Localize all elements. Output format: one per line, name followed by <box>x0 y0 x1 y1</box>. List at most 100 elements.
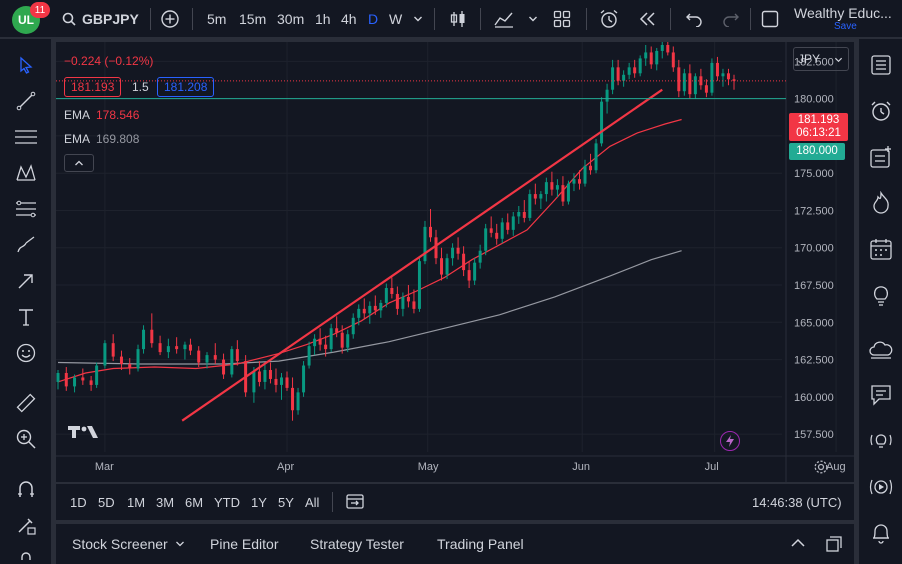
indicators-button[interactable] <box>493 0 515 38</box>
candle <box>688 64 692 99</box>
candle <box>594 138 598 174</box>
chart-type-button[interactable] <box>448 0 468 38</box>
candle <box>583 159 587 187</box>
streams-button[interactable] <box>867 473 895 501</box>
account-name[interactable]: Wealthy Educ... <box>794 5 892 21</box>
object-tree-button[interactable] <box>867 143 895 171</box>
candle <box>373 295 377 315</box>
events-button[interactable] <box>720 431 740 451</box>
ema-fast-label[interactable]: EMA <box>64 108 91 122</box>
chats-button[interactable] <box>867 381 895 409</box>
hotlists-button[interactable] <box>867 189 895 217</box>
cursor-tool[interactable] <box>12 51 40 79</box>
chevron-down-icon[interactable] <box>175 540 185 548</box>
replay-button[interactable] <box>638 0 658 38</box>
candle <box>600 97 604 147</box>
edit-drawings-tool[interactable] <box>12 511 40 539</box>
candle-body <box>324 344 328 350</box>
redo-button[interactable] <box>722 0 740 38</box>
range-3m[interactable]: 3M <box>156 494 175 510</box>
calendar-button[interactable] <box>867 235 895 263</box>
news-button[interactable] <box>867 335 895 363</box>
y-axis-tick-label: 172.500 <box>794 205 834 217</box>
candle <box>263 364 267 390</box>
timeframe-d[interactable]: D <box>368 11 379 27</box>
tab-strategy-tester[interactable]: Strategy Tester <box>310 536 404 552</box>
range-1d[interactable]: 1D <box>70 494 87 510</box>
timeframe-w[interactable]: W <box>389 11 403 27</box>
sell-price-box[interactable]: 181.193 <box>64 77 122 97</box>
alerts-button[interactable] <box>867 97 895 125</box>
pattern-tool[interactable] <box>12 159 40 187</box>
range-5d[interactable]: 5D <box>98 494 115 510</box>
currency-select[interactable]: JPY <box>793 47 849 71</box>
trendline-tool[interactable] <box>12 87 40 115</box>
collapse-legend-button[interactable] <box>64 154 94 172</box>
candle <box>726 68 730 86</box>
maximize-icon[interactable] <box>825 535 843 553</box>
lock-tool[interactable] <box>12 547 40 564</box>
ideas-button[interactable] <box>867 281 895 309</box>
chevron-up-icon[interactable] <box>790 537 806 549</box>
timeframe-30m[interactable]: 30m <box>277 11 305 27</box>
emoji-tool[interactable] <box>12 339 40 367</box>
candle-body <box>373 305 377 311</box>
arrow-tool[interactable] <box>12 267 40 295</box>
candle <box>119 350 123 370</box>
chart-settings-button[interactable] <box>813 459 829 480</box>
candle <box>103 340 107 369</box>
tab-trading-panel[interactable]: Trading Panel <box>437 536 524 552</box>
range-all[interactable]: All <box>305 494 320 510</box>
ema-slow-label[interactable]: EMA <box>64 132 91 146</box>
zoom-tool[interactable] <box>12 425 40 453</box>
range-ytd[interactable]: YTD <box>214 494 240 510</box>
text-tool[interactable] <box>12 303 40 331</box>
tab-stock-screener[interactable]: Stock Screener <box>72 536 168 552</box>
buy-price-box[interactable]: 181.208 <box>157 77 215 97</box>
ruler-icon <box>16 393 36 413</box>
horizontal-lines-tool[interactable] <box>12 123 40 151</box>
help-button[interactable] <box>867 427 895 455</box>
candle <box>533 183 537 205</box>
candle <box>89 375 93 391</box>
range-5y[interactable]: 5Y <box>278 494 294 510</box>
symbol-search[interactable]: GBPJPY <box>62 0 139 38</box>
range-1m[interactable]: 1M <box>127 494 146 510</box>
range-1y[interactable]: 1Y <box>251 494 267 510</box>
timeframe-5m[interactable]: 5m <box>207 11 227 27</box>
utc-clock[interactable]: 14:46:38 (UTC) <box>752 494 842 510</box>
y-axis-tick-label: 167.500 <box>794 280 834 292</box>
price-chart[interactable]: 182.500180.000177.500175.000172.500170.0… <box>56 40 854 482</box>
candle-body <box>467 270 471 281</box>
measure-tool[interactable] <box>12 389 40 417</box>
compare-button[interactable] <box>160 0 180 38</box>
tradingview-logo[interactable] <box>68 424 100 445</box>
tab-pine-editor[interactable]: Pine Editor <box>210 536 279 552</box>
notifications-button[interactable] <box>867 519 895 547</box>
candle-body <box>644 52 648 59</box>
chart-pane[interactable]: 182.500180.000177.500175.000172.500170.0… <box>56 40 854 482</box>
layout-button[interactable] <box>552 0 572 38</box>
timeframe-4h[interactable]: 4h <box>341 11 357 27</box>
brush-tool[interactable] <box>12 231 40 259</box>
candle-body <box>175 346 179 350</box>
undo-button[interactable] <box>685 0 703 38</box>
save-link[interactable]: Save <box>834 21 857 32</box>
magnet-tool[interactable] <box>12 475 40 503</box>
candle-body <box>533 194 537 199</box>
candle <box>589 153 593 175</box>
calendar-arrow-icon <box>346 494 364 509</box>
range-6m[interactable]: 6M <box>185 494 204 510</box>
candle-body <box>213 355 217 360</box>
fullscreen-button[interactable] <box>761 0 779 38</box>
fib-tool[interactable] <box>12 195 40 223</box>
candle-body <box>390 288 394 294</box>
watchlist-button[interactable] <box>867 51 895 79</box>
indicators-dropdown[interactable] <box>528 0 538 38</box>
timeframe-15m[interactable]: 15m <box>239 11 267 27</box>
alert-button[interactable] <box>598 0 620 38</box>
timeframe-1h[interactable]: 1h <box>315 11 331 27</box>
go-to-date-button[interactable] <box>345 492 365 513</box>
candle-body <box>307 346 311 366</box>
timeframe-dropdown[interactable] <box>413 0 423 38</box>
